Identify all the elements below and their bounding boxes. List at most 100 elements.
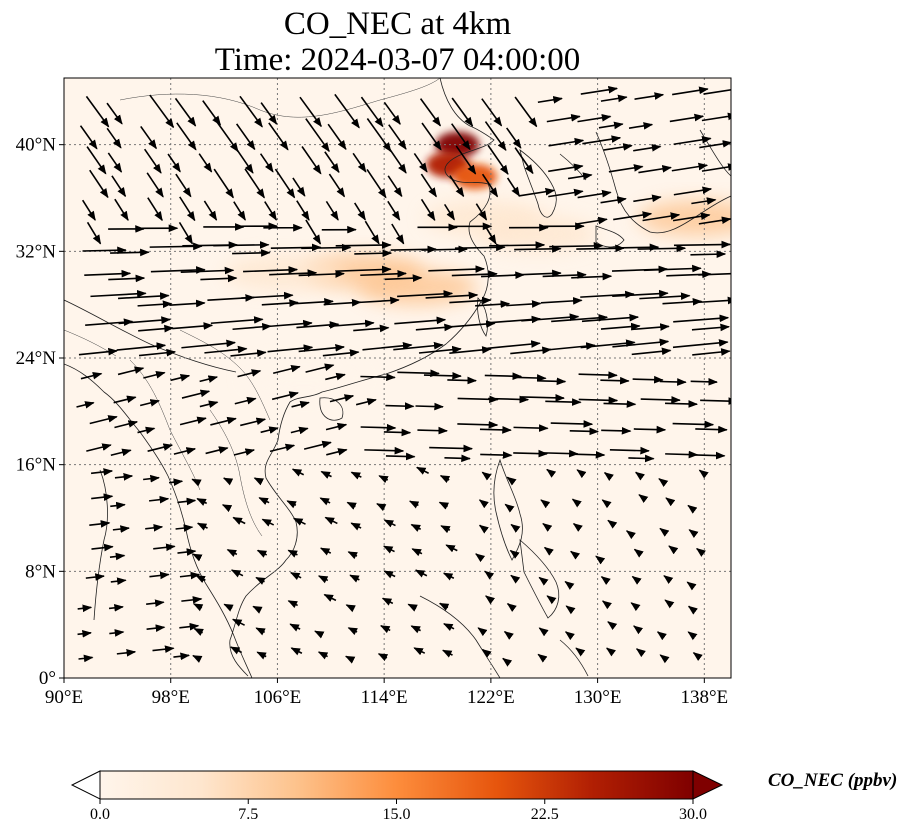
wind-vector-31: [388, 124, 407, 150]
wind-vector-393: [543, 546, 554, 556]
wind-vector-78: [548, 163, 584, 173]
wind-vector-294: [86, 443, 112, 452]
wind-vector-459: [633, 625, 644, 635]
wind-vector-380: [153, 543, 176, 552]
wind-vector-449: [314, 630, 325, 639]
wind-vector-150: [180, 266, 235, 275]
wind-vector-74: [420, 173, 437, 198]
wind-vector-282: [360, 423, 397, 432]
wind-vector-38: [598, 121, 624, 130]
wind-vector-92: [325, 200, 339, 221]
wind-vector-463: [116, 648, 137, 657]
wind-vector-39: [628, 122, 654, 130]
wind-vector-215: [230, 349, 267, 358]
wind-vector-455: [503, 630, 514, 640]
wind-vector-408: [349, 574, 360, 583]
wind-vector-173: [241, 291, 294, 300]
wind-vector-277: [210, 416, 237, 426]
wind-vector-399: [85, 573, 105, 581]
wind-vector-300: [269, 443, 296, 453]
wind-vector-8: [334, 93, 360, 129]
wind-vector-312: [628, 454, 655, 463]
wind-vector-222: [449, 346, 492, 355]
wind-vector-141: [549, 242, 604, 250]
wind-vector-440: [687, 605, 698, 615]
lat-tick-label-5: 40°N: [16, 135, 57, 156]
wind-vector-101: [600, 196, 627, 204]
wind-vector-360: [175, 524, 194, 532]
concentration-plume-5: [224, 254, 345, 291]
wind-vector-350: [504, 503, 515, 513]
wind-vector-280: [290, 426, 309, 435]
wind-vector-317: [143, 474, 160, 483]
wind-vector-64: [111, 175, 127, 198]
wind-vector-241: [397, 369, 440, 378]
wind-vector-374: [607, 519, 618, 529]
wind-vector-266: [521, 394, 565, 402]
lat-tick-label-2: 16°N: [16, 455, 57, 476]
wind-vector-245: [512, 374, 547, 382]
wind-vector-442: [109, 629, 125, 637]
wind-vector-134: [335, 241, 392, 249]
wind-vector-219: [362, 342, 413, 351]
wind-vector-209: [691, 323, 730, 332]
wind-vector-401: [149, 571, 170, 580]
wind-vector-434: [506, 603, 517, 612]
colorbar-extend-low: [70, 770, 101, 800]
wind-vector-198: [353, 324, 390, 333]
wind-vector-43: [107, 152, 123, 173]
wind-vector-305: [429, 444, 474, 453]
wind-vector-319: [191, 478, 202, 487]
wind-vector-210: [78, 347, 118, 356]
wind-vector-127: [110, 248, 150, 257]
wind-vector-7: [299, 96, 322, 128]
wind-vector-344: [319, 497, 331, 506]
wind-vector-469: [290, 647, 303, 656]
wind-vector-339: [177, 497, 197, 506]
concentration-field: [64, 78, 731, 678]
wind-vector-149: [150, 266, 206, 274]
wind-vector-206: [600, 322, 641, 331]
wind-vector-441: [77, 629, 92, 638]
wind-vector-157: [384, 274, 423, 282]
wind-vector-57: [548, 137, 585, 147]
lon-tick-label-1: 98°E: [152, 687, 190, 708]
wind-vector-285: [457, 420, 499, 429]
wind-vector-40: [669, 113, 705, 123]
wind-vector-23: [140, 125, 157, 150]
colorbar-extend-high: [692, 770, 724, 800]
wind-vector-80: [608, 164, 644, 173]
wind-vector-34: [484, 121, 507, 151]
wind-vector-50: [324, 151, 340, 174]
wind-vector-156: [360, 269, 407, 278]
wind-vector-429: [345, 604, 356, 613]
wind-vector-77: [506, 177, 521, 197]
wind-vector-36: [546, 113, 581, 123]
wind-vector-286: [479, 426, 512, 434]
wind-vector-307: [480, 451, 513, 459]
wind-vector-289: [569, 427, 600, 436]
wind-vector-11: [419, 98, 441, 127]
wind-vector-223: [487, 340, 541, 350]
wind-vector-123: [642, 212, 681, 222]
wind-vector-258: [271, 391, 299, 401]
wind-vector-355: [665, 497, 676, 507]
wind-vector-394: [570, 550, 581, 560]
wind-vector-460: [656, 631, 667, 641]
wind-vector-27: [268, 122, 289, 151]
wind-vector-58: [582, 135, 622, 145]
wind-vector-410: [414, 569, 428, 578]
wind-vector-358: [112, 525, 130, 533]
wind-vector-390: [445, 544, 458, 553]
wind-vector-216: [267, 344, 314, 353]
colorbar: [70, 770, 724, 804]
wind-vector-177: [357, 296, 400, 305]
wind-vector-365: [324, 516, 338, 525]
wind-vector-86: [147, 197, 163, 222]
wind-vector-482: [692, 652, 703, 662]
wind-vector-467: [230, 646, 243, 655]
wind-vector-63: [89, 169, 109, 199]
wind-vector-462: [78, 654, 94, 663]
wind-vector-313: [665, 450, 699, 459]
wind-vector-342: [258, 497, 270, 506]
